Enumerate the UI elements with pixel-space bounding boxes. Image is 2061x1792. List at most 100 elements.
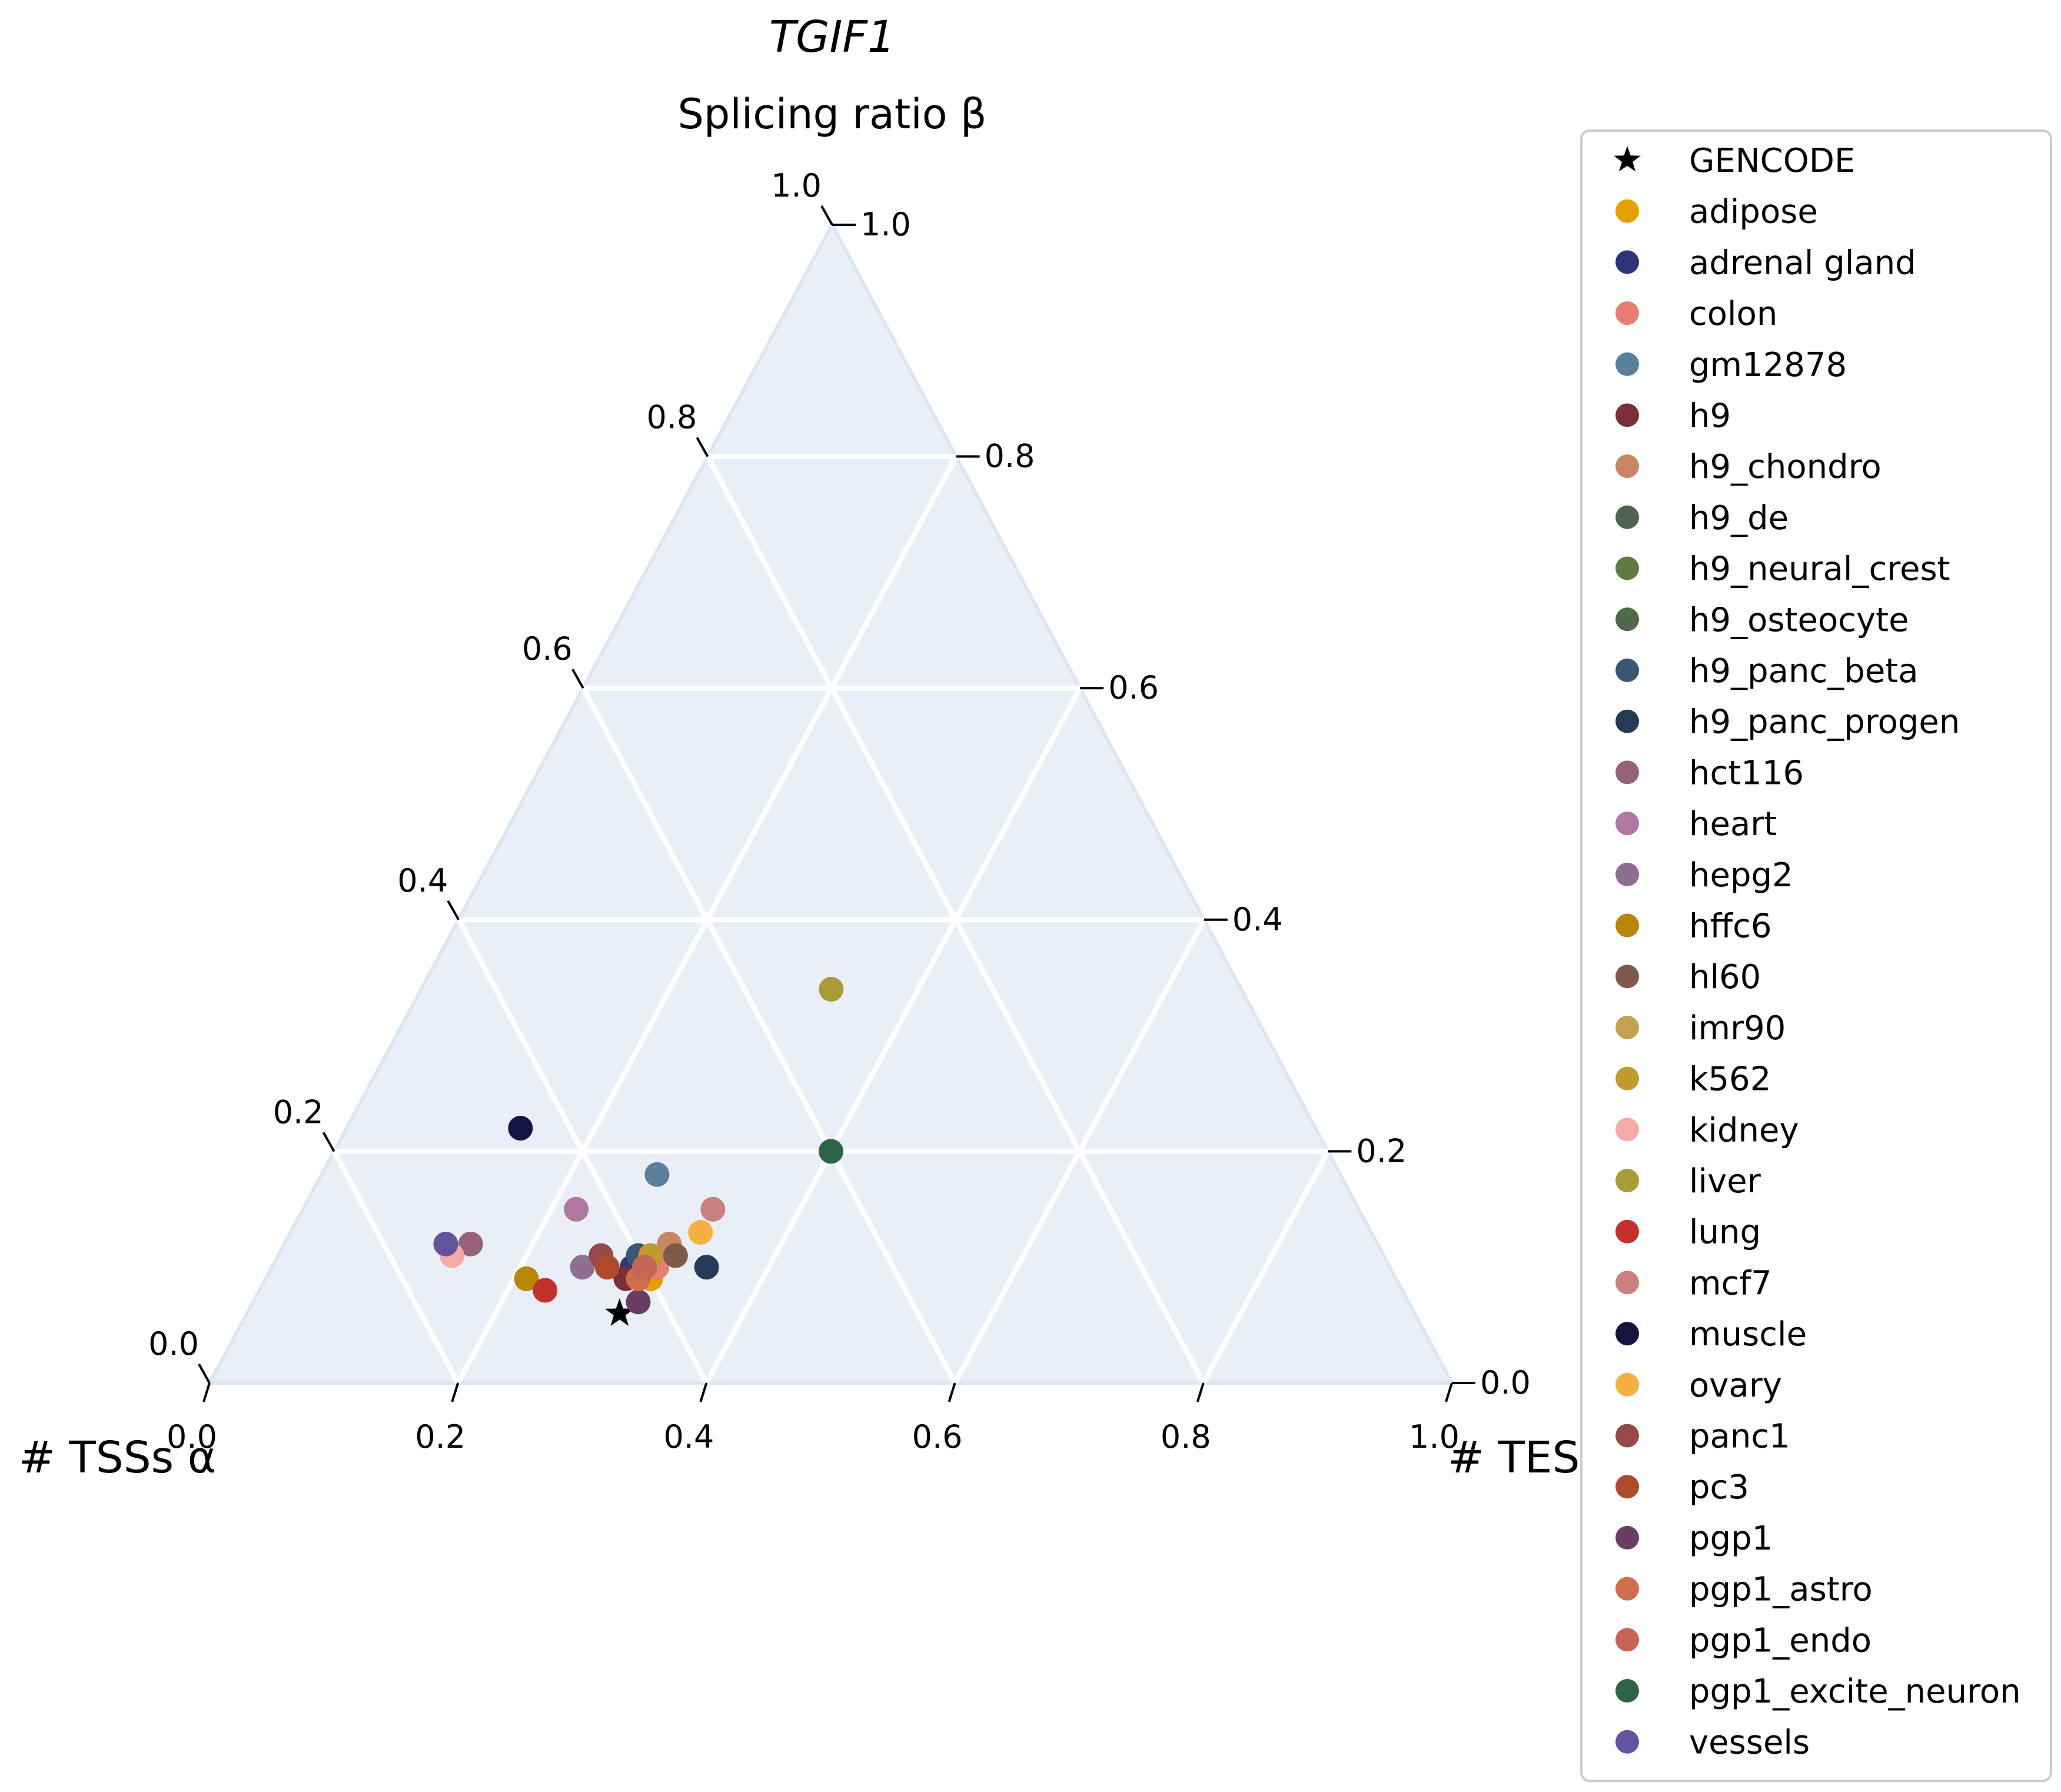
legend-label-hffc6: hffc6 [1689, 907, 1772, 946]
legend-label-colon: colon [1689, 295, 1777, 333]
tick-label-left: 0.6 [522, 630, 573, 667]
legend-label-ovary: ovary [1689, 1367, 1782, 1405]
tick-label-left: 0.0 [148, 1325, 199, 1362]
grid-line-alpha [580, 687, 958, 1385]
legend-marker-h9-osteocyte [1615, 607, 1639, 631]
legend-marker-hffc6 [1615, 913, 1639, 937]
legend-label-h9-panc-beta: h9_panc_beta [1689, 652, 1919, 690]
tick-mark-left [198, 1364, 211, 1384]
legend-marker-k562 [1615, 1066, 1639, 1091]
tick-label-bottom: 0.6 [912, 1418, 963, 1455]
legend-marker-ovary [1615, 1372, 1639, 1397]
legend-label-adipose: adipose [1689, 193, 1818, 231]
legend-marker-gm12878 [1615, 352, 1639, 376]
point-gm12878 [644, 1162, 670, 1187]
point-liver [819, 976, 844, 1002]
point-vessels [433, 1231, 458, 1256]
point-hl60 [663, 1243, 688, 1268]
axis-label-alpha: # TSSs α [19, 1432, 217, 1483]
legend-label-kidney: kidney [1689, 1111, 1799, 1149]
legend-marker-h9 [1615, 403, 1639, 427]
tick-label-right: 0.0 [1480, 1364, 1531, 1401]
legend-marker-imr90 [1615, 1015, 1639, 1039]
legend-marker-muscle [1615, 1322, 1639, 1346]
legend-marker-hct116 [1615, 760, 1639, 784]
legend-marker-heart [1615, 812, 1639, 836]
plot-background [206, 221, 1455, 1385]
legend-label-pgp1-astro: pgp1_astro [1689, 1571, 1873, 1609]
legend-label-pc3: pc3 [1689, 1468, 1749, 1507]
tick-label-left: 0.8 [647, 399, 697, 436]
point-gencode [605, 1298, 634, 1326]
legend-marker-pgp1-astro [1615, 1577, 1639, 1601]
tick-mark-bottom [948, 1382, 956, 1402]
legend-marker-pgp1-endo [1615, 1628, 1639, 1652]
point-hffc6 [514, 1266, 539, 1291]
legend-marker-hl60 [1615, 965, 1639, 989]
legend-marker-kidney [1615, 1118, 1639, 1142]
legend-label-h9-de: h9_de [1689, 499, 1789, 537]
chart-subtitle: Splicing ratio β [677, 90, 986, 138]
tick-mark-bottom [1196, 1382, 1205, 1402]
legend-marker-h9-de [1615, 505, 1639, 529]
tick-label-left: 1.0 [771, 167, 822, 204]
legend-label-k562: k562 [1689, 1060, 1771, 1099]
grid-line-gamma [1201, 1150, 1331, 1385]
legend-marker-adrenal-gland [1615, 250, 1639, 274]
tick-label-bottom: 1.0 [1409, 1418, 1460, 1455]
tick-mark-bottom [699, 1382, 708, 1402]
legend-label-h9-neural-crest: h9_neural_crest [1689, 550, 1950, 589]
legend-marker-h9-neural-crest [1615, 556, 1639, 580]
legend-label-pgp1-endo: pgp1_endo [1689, 1621, 1871, 1660]
tick-label-right: 1.0 [860, 206, 911, 243]
legend-marker-h9-chondro [1615, 454, 1639, 478]
tick-mark-bottom [1445, 1382, 1453, 1402]
legend-label-h9-osteocyte: h9_osteocyte [1689, 601, 1909, 639]
point-hct116 [458, 1231, 483, 1256]
tick-mark-left [322, 1132, 335, 1152]
legend-label-h9: h9 [1689, 397, 1731, 435]
legend-label-h9-chondro: h9_chondro [1689, 448, 1882, 486]
legend: GENCODE adipose adrenal gland colon gm12878 h… [1580, 129, 2052, 1782]
legend-label-gencode: GENCODE [1689, 142, 1855, 180]
tick-label-right: 0.2 [1356, 1132, 1407, 1169]
legend-label-hepg2: hepg2 [1689, 856, 1793, 895]
grid-line-gamma [952, 918, 1206, 1385]
legend-label-muscle: muscle [1689, 1315, 1807, 1354]
tick-label-bottom: 0.4 [663, 1418, 714, 1455]
grid-line-gamma [704, 687, 1083, 1385]
legend-label-panc1: panc1 [1689, 1418, 1790, 1456]
tick-mark-left [447, 900, 460, 920]
legend-label-liver: liver [1689, 1162, 1761, 1201]
legend-marker-vessels [1615, 1730, 1639, 1754]
legend-label-gm12878: gm12878 [1689, 346, 1847, 384]
tick-mark-bottom [451, 1382, 460, 1402]
tick-label-left: 0.4 [397, 862, 448, 899]
legend-marker-adipose [1615, 199, 1639, 223]
point-muscle [508, 1116, 533, 1141]
legend-marker-liver [1615, 1169, 1639, 1192]
legend-marker-pgp1-excite-neuron [1615, 1679, 1639, 1703]
legend-marker-h9-panc-beta [1615, 659, 1639, 682]
legend-marker-h9-panc-progen [1615, 709, 1639, 733]
legend-marker-gencode [1614, 146, 1641, 172]
tick-label-right: 0.6 [1108, 669, 1159, 706]
legend-label-adrenal-gland: adrenal gland [1689, 244, 1916, 282]
legend-label-hct116: hct116 [1689, 754, 1804, 792]
point-pgp1-endo [632, 1255, 657, 1280]
tick-label-left: 0.2 [273, 1093, 324, 1131]
legend-marker-colon [1615, 301, 1639, 325]
legend-frame [1580, 129, 2052, 1782]
point-mcf7 [700, 1196, 726, 1222]
point-pgp1-excite-neuron [819, 1139, 843, 1164]
point-heart [564, 1196, 589, 1222]
point-hepg2 [570, 1255, 595, 1280]
ternary-plot-area: 0.0 0.0 0.0 0.2 0.2 0.2 0.4 0.4 0.4 0.6 0.6 0.6 0.8 0… [148, 167, 1531, 1455]
point-ovary [688, 1220, 713, 1245]
legend-label-heart: heart [1689, 805, 1777, 843]
grid-line-alpha [456, 918, 709, 1385]
legend-label-pgp1: pgp1 [1689, 1520, 1773, 1558]
legend-label-mcf7: mcf7 [1689, 1264, 1772, 1302]
legend-label-h9-panc-progen: h9_panc_progen [1689, 703, 1960, 742]
legend-marker-hepg2 [1615, 862, 1639, 886]
